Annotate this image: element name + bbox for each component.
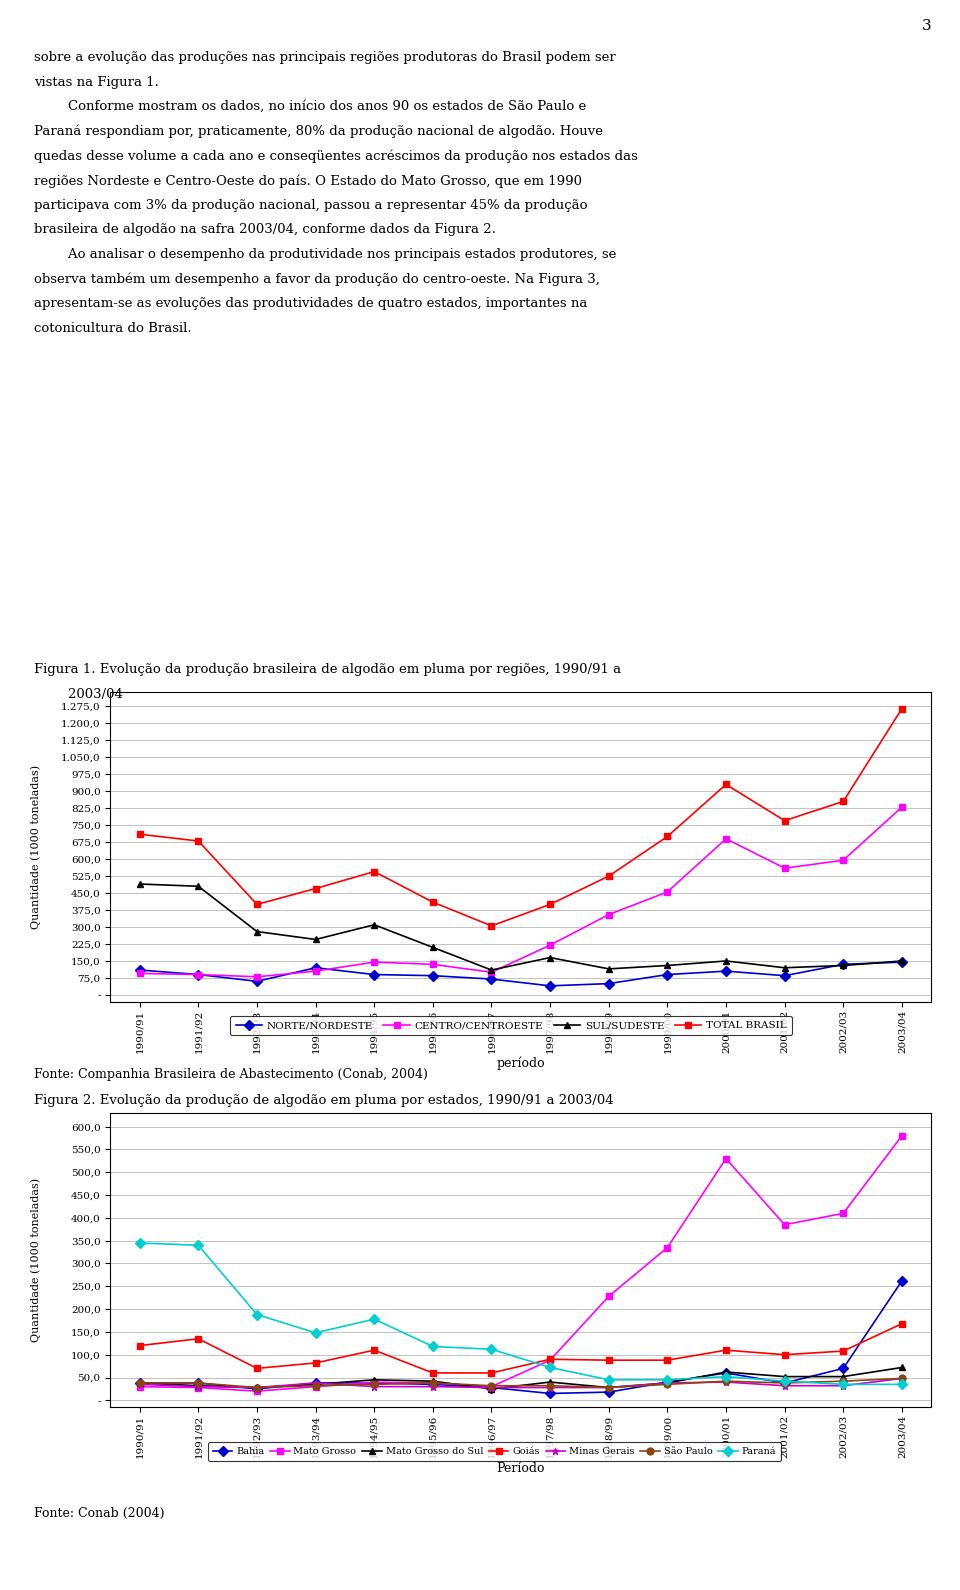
X-axis label: período: período bbox=[496, 1057, 545, 1070]
Legend: NORTE/NORDESTE, CENTRO/CENTROESTE, SUL/SUDESTE, TOTAL BRASIL: NORTE/NORDESTE, CENTRO/CENTROESTE, SUL/S… bbox=[230, 1016, 792, 1035]
Text: 2003/04: 2003/04 bbox=[34, 687, 123, 701]
Y-axis label: Quantidade (1000 toneladas): Quantidade (1000 toneladas) bbox=[30, 765, 40, 929]
Text: sobre a evolução das produções nas principais regiões produtoras do Brasil podem: sobre a evolução das produções nas princ… bbox=[34, 51, 615, 64]
Text: Fonte: Conab (2004): Fonte: Conab (2004) bbox=[34, 1507, 164, 1520]
Text: quedas desse volume a cada ano e conseqüentes acréscimos da produção nos estados: quedas desse volume a cada ano e conseqü… bbox=[34, 149, 637, 162]
Text: Figura 2. Evolução da produção de algodão em pluma por estados, 1990/91 a 2003/0: Figura 2. Evolução da produção de algodã… bbox=[34, 1094, 613, 1107]
Text: Figura 1. Evolução da produção brasileira de algodão em pluma por regiões, 1990/: Figura 1. Evolução da produção brasileir… bbox=[34, 663, 621, 676]
Text: brasileira de algodão na safra 2003/04, conforme dados da Figura 2.: brasileira de algodão na safra 2003/04, … bbox=[34, 223, 495, 237]
Text: participava com 3% da produção nacional, passou a representar 45% da produção: participava com 3% da produção nacional,… bbox=[34, 199, 588, 211]
X-axis label: Período: Período bbox=[496, 1463, 545, 1476]
Text: regiões Nordeste e Centro-Oeste do país. O Estado do Mato Grosso, que em 1990: regiões Nordeste e Centro-Oeste do país.… bbox=[34, 173, 582, 188]
Text: Conforme mostram os dados, no início dos anos 90 os estados de São Paulo e: Conforme mostram os dados, no início dos… bbox=[34, 100, 586, 113]
Text: cotonicultura do Brasil.: cotonicultura do Brasil. bbox=[34, 321, 191, 335]
Text: Paraná respondiam por, praticamente, 80% da produção nacional de algodão. Houve: Paraná respondiam por, praticamente, 80%… bbox=[34, 124, 603, 138]
Text: observa também um desempenho a favor da produção do centro-oeste. Na Figura 3,: observa também um desempenho a favor da … bbox=[34, 272, 599, 286]
Text: apresentam-se as evoluções das produtividades de quatro estados, importantes na: apresentam-se as evoluções das produtivi… bbox=[34, 297, 587, 310]
Text: Ao analisar o desempenho da produtividade nos principais estados produtores, se: Ao analisar o desempenho da produtividad… bbox=[34, 248, 616, 261]
Legend: Bahia, Mato Grosso, Mato Grosso do Sul, Goiás, Minas Gerais, São Paulo, Paraná: Bahia, Mato Grosso, Mato Grosso do Sul, … bbox=[208, 1442, 780, 1461]
Y-axis label: Quantidade (1000 toneladas): Quantidade (1000 toneladas) bbox=[30, 1178, 40, 1342]
Text: 3: 3 bbox=[922, 19, 931, 33]
Text: vistas na Figura 1.: vistas na Figura 1. bbox=[34, 76, 158, 89]
Text: Fonte: Companhia Brasileira de Abastecimento (Conab, 2004): Fonte: Companhia Brasileira de Abastecim… bbox=[34, 1068, 427, 1081]
